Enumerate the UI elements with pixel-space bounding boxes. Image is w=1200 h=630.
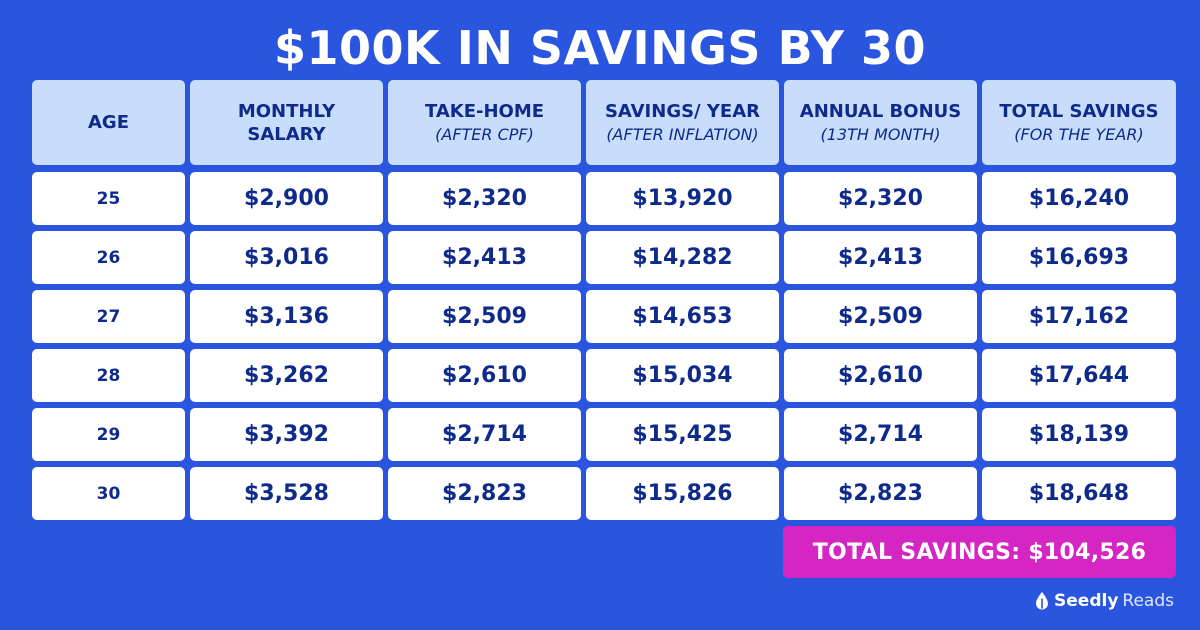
cell-take-home: $2,714 (388, 408, 581, 461)
cell-monthly-salary: $3,528 (190, 467, 383, 520)
brand-name-part1: Seedly (1054, 591, 1119, 611)
cell-savings-year: $15,034 (586, 349, 779, 402)
cell-total-savings: $16,693 (982, 231, 1176, 284)
cell-monthly-salary: $3,392 (190, 408, 383, 461)
cell-take-home: $2,610 (388, 349, 581, 402)
header-label: TAKE-HOME (424, 100, 545, 122)
header-annual-bonus: ANNUAL BONUS (13TH MONTH) (784, 80, 977, 165)
cell-savings-year: $15,425 (586, 408, 779, 461)
table-row: 25 $2,900 $2,320 $13,920 $2,320 $16,240 (32, 172, 1176, 225)
cell-age: 26 (32, 231, 185, 284)
savings-table: AGE MONTHLY SALARY TAKE-HOME (AFTER CPF)… (32, 80, 1176, 526)
table-row: 30 $3,528 $2,823 $15,826 $2,823 $18,648 (32, 467, 1176, 520)
cell-total-savings: $18,139 (982, 408, 1176, 461)
cell-annual-bonus: $2,714 (784, 408, 977, 461)
header-label: SAVINGS/ YEAR (604, 100, 761, 122)
cell-total-savings: $16,240 (982, 172, 1176, 225)
header-take-home: TAKE-HOME (AFTER CPF) (388, 80, 581, 165)
cell-monthly-salary: $3,016 (190, 231, 383, 284)
header-label: MONTHLY SALARY (237, 100, 336, 145)
cell-age: 29 (32, 408, 185, 461)
cell-savings-year: $14,653 (586, 290, 779, 343)
header-label: ANNUAL BONUS (799, 100, 962, 122)
header-sublabel: (AFTER INFLATION) (606, 124, 759, 144)
cell-age: 27 (32, 290, 185, 343)
table-header-row: AGE MONTHLY SALARY TAKE-HOME (AFTER CPF)… (32, 80, 1176, 165)
cell-monthly-salary: $3,136 (190, 290, 383, 343)
page-title: $100K IN SAVINGS BY 30 (274, 21, 926, 75)
cell-monthly-salary: $2,900 (190, 172, 383, 225)
header-monthly-salary: MONTHLY SALARY (190, 80, 383, 165)
cell-total-savings: $17,162 (982, 290, 1176, 343)
brand-name-part2: Reads (1122, 591, 1174, 611)
cell-take-home: $2,320 (388, 172, 581, 225)
cell-take-home: $2,509 (388, 290, 581, 343)
seedly-drop-icon (1034, 591, 1050, 611)
cell-savings-year: $13,920 (586, 172, 779, 225)
cell-annual-bonus: $2,509 (784, 290, 977, 343)
cell-take-home: $2,823 (388, 467, 581, 520)
table-row: 29 $3,392 $2,714 $15,425 $2,714 $18,139 (32, 408, 1176, 461)
cell-annual-bonus: $2,610 (784, 349, 977, 402)
cell-age: 30 (32, 467, 185, 520)
header-savings-year: SAVINGS/ YEAR (AFTER INFLATION) (586, 80, 779, 165)
cell-annual-bonus: $2,320 (784, 172, 977, 225)
header-sublabel: (FOR THE YEAR) (1014, 124, 1144, 144)
cell-total-savings: $17,644 (982, 349, 1176, 402)
header-label: TOTAL SAVINGS (999, 100, 1159, 122)
table-row: 26 $3,016 $2,413 $14,282 $2,413 $16,693 (32, 231, 1176, 284)
cell-annual-bonus: $2,413 (784, 231, 977, 284)
header-sublabel: (13TH MONTH) (820, 124, 941, 144)
cell-take-home: $2,413 (388, 231, 581, 284)
header-total-savings: TOTAL SAVINGS (FOR THE YEAR) (982, 80, 1176, 165)
cell-age: 25 (32, 172, 185, 225)
header-label: AGE (87, 112, 129, 133)
cell-savings-year: $14,282 (586, 231, 779, 284)
cell-age: 28 (32, 349, 185, 402)
header-sublabel: (AFTER CPF) (435, 124, 534, 144)
total-savings-badge: TOTAL SAVINGS: $104,526 (783, 526, 1176, 578)
cell-annual-bonus: $2,823 (784, 467, 977, 520)
table-row: 28 $3,262 $2,610 $15,034 $2,610 $17,644 (32, 349, 1176, 402)
cell-monthly-salary: $3,262 (190, 349, 383, 402)
cell-total-savings: $18,648 (982, 467, 1176, 520)
table-row: 27 $3,136 $2,509 $14,653 $2,509 $17,162 (32, 290, 1176, 343)
header-age: AGE (32, 80, 185, 165)
brand-logo: Seedly Reads (1034, 588, 1174, 614)
cell-savings-year: $15,826 (586, 467, 779, 520)
